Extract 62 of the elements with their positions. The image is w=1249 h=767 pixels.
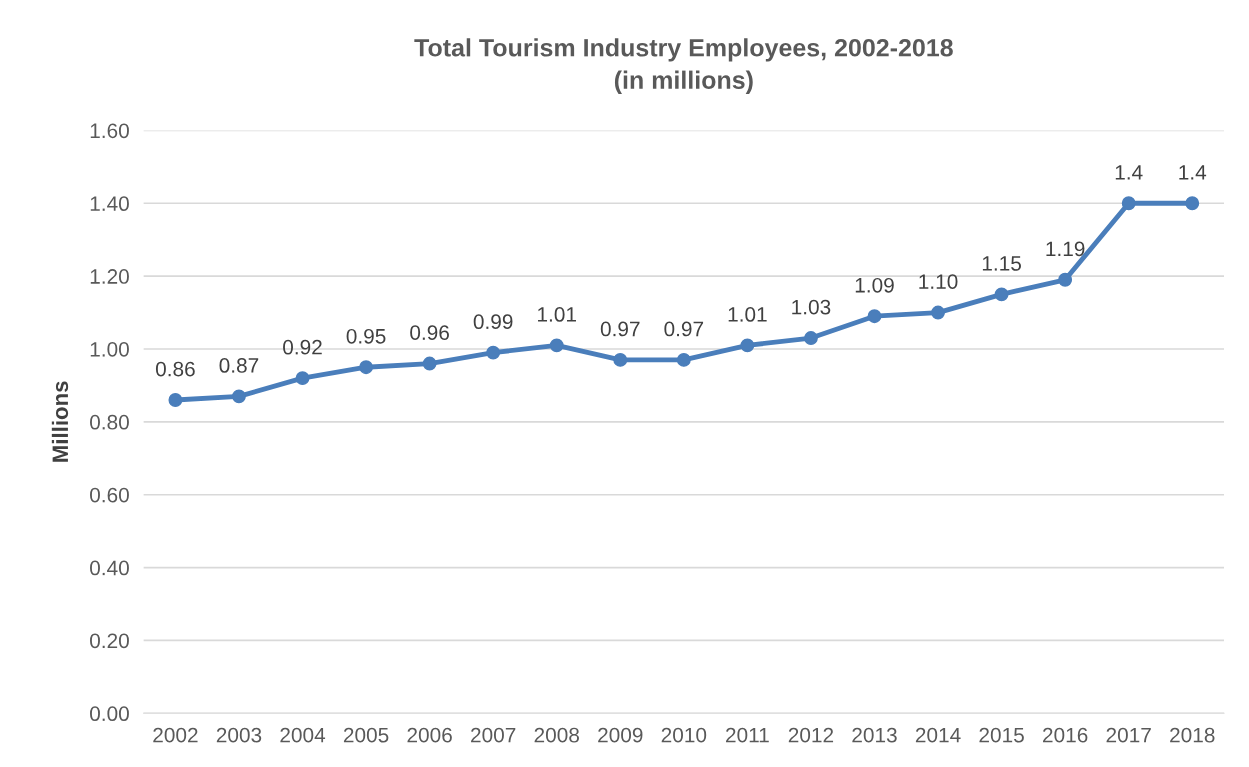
x-tick-label: 2012 [788, 727, 834, 743]
x-tick-label: 2016 [1043, 727, 1088, 743]
data-label: 1.19 [1046, 241, 1085, 257]
x-tick-label: 2005 [343, 727, 389, 743]
x-tick-label: 2017 [1106, 727, 1151, 743]
data-label: 0.99 [473, 314, 513, 330]
point [1121, 196, 1136, 211]
data-label: 1.09 [855, 277, 894, 293]
data-label: 1.01 [538, 307, 576, 322]
x-tick-label: 2018 [1170, 727, 1215, 743]
point [295, 371, 310, 386]
y-tick-label: 1.00 [90, 341, 129, 357]
point [232, 389, 246, 404]
x-tick-label: 2002 [153, 727, 198, 743]
y-axis-title: Millions [51, 381, 69, 462]
point [613, 352, 628, 367]
x-tick-label: 2015 [979, 727, 1024, 743]
data-label: 0.92 [283, 339, 322, 355]
point [359, 360, 374, 375]
point [549, 338, 564, 353]
data-label: 0.97 [600, 321, 640, 337]
point [931, 305, 945, 320]
point [1185, 196, 1200, 211]
data-label: 1.03 [792, 299, 831, 315]
x-tick-label: 2007 [471, 727, 516, 743]
data-label: 1.10 [919, 274, 958, 289]
point [803, 331, 818, 346]
data-label: 0.97 [664, 321, 704, 337]
chart-title: Total Tourism Industry Employees, 2002-2018 (in millions) [414, 38, 953, 94]
point [676, 352, 691, 367]
data-label: 1.01 [728, 307, 767, 322]
y-tick-label: 0.00 [90, 706, 129, 722]
point [486, 345, 501, 360]
y-tick-label: 0.20 [90, 633, 129, 649]
y-tick-label: 1.60 [90, 123, 129, 139]
y-tick-label: 0.60 [90, 487, 129, 503]
x-tick-label: 2009 [598, 727, 643, 743]
data-label: 1.15 [982, 256, 1021, 271]
point [422, 356, 437, 371]
data-label: 0.96 [410, 325, 449, 340]
data-label: 0.87 [219, 358, 259, 373]
x-tick-label: 2004 [280, 727, 326, 743]
y-tick-label: 0.80 [90, 414, 129, 430]
x-tick-label: 2003 [216, 727, 262, 743]
data-label: 1.4 [1115, 165, 1143, 180]
data-label: 1.4 [1179, 165, 1207, 180]
x-tick-label: 2006 [407, 727, 452, 743]
x-tick-label: 2011 [726, 727, 769, 743]
y-tick-label: 1.20 [90, 269, 129, 284]
point [740, 338, 755, 353]
point [168, 393, 183, 407]
point [867, 309, 882, 324]
point [1058, 272, 1073, 287]
point [994, 287, 1009, 302]
data-label: 0.95 [346, 328, 386, 344]
y-tick-label: 0.40 [90, 560, 129, 576]
x-tick-label: 2013 [852, 727, 897, 743]
x-tick-label: 2014 [915, 727, 961, 743]
x-tick-label: 2010 [661, 727, 707, 743]
y-tick-label: 1.40 [90, 196, 129, 212]
x-tick-label: 2008 [534, 727, 579, 743]
data-label: 0.86 [155, 361, 195, 377]
